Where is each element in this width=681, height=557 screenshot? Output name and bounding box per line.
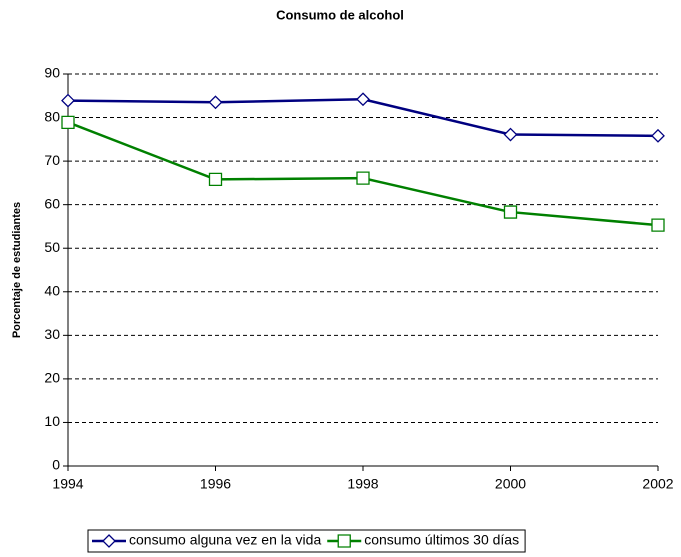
y-tick-label: 70	[44, 152, 60, 168]
x-tick-label: 1996	[200, 476, 231, 492]
y-tick-label: 30	[44, 326, 60, 342]
marker	[102, 534, 116, 548]
marker	[61, 93, 75, 108]
marker	[337, 534, 351, 548]
x-tick-label: 1998	[347, 476, 378, 492]
x-tick-label: 2002	[642, 476, 673, 492]
y-tick-label: 20	[44, 370, 60, 386]
chart-title: Consumo de alcohol	[276, 7, 404, 22]
marker	[651, 128, 665, 143]
x-tick-label: 2000	[495, 476, 526, 492]
legend-label: consumo alguna vez en la vida	[129, 532, 321, 548]
y-tick-label: 40	[44, 282, 60, 298]
y-tick-label: 60	[44, 195, 60, 211]
marker	[503, 127, 518, 142]
y-axis-label: Porcentaje de estudiantes	[11, 202, 23, 338]
marker	[208, 172, 223, 187]
marker	[356, 171, 370, 185]
legend-label: consumo últimos 30 días	[364, 532, 519, 548]
marker	[503, 205, 518, 219]
marker	[651, 218, 665, 232]
y-tick-label: 50	[44, 239, 60, 255]
y-tick-label: 80	[44, 108, 60, 124]
x-tick-label: 1994	[52, 476, 83, 492]
y-tick-label: 10	[44, 413, 60, 429]
marker	[208, 95, 223, 110]
y-tick-label: 0	[52, 457, 60, 473]
marker	[356, 92, 370, 107]
y-tick-label: 90	[44, 65, 60, 81]
legend-box	[87, 529, 526, 553]
marker	[61, 115, 75, 129]
